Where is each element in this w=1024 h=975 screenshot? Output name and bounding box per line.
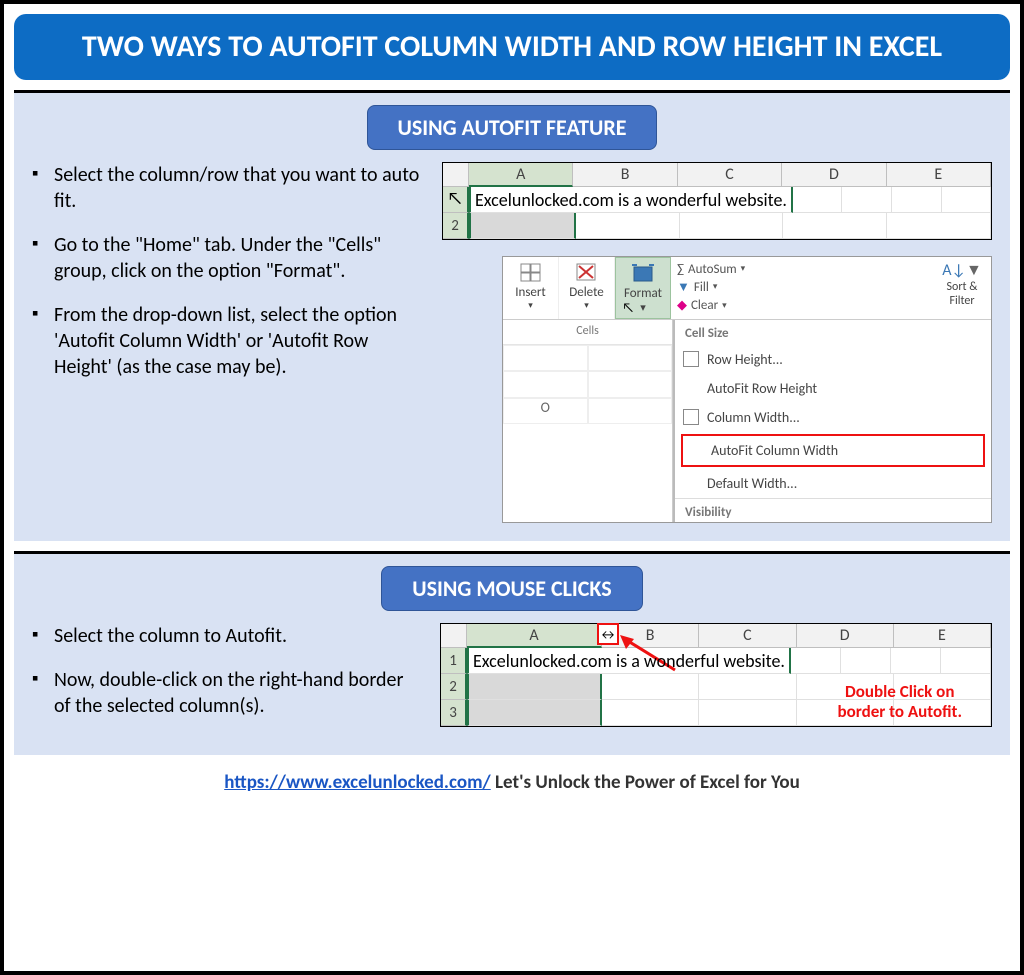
menu-default-width: Default Width... xyxy=(675,469,991,498)
menu-col-width: Column Width... xyxy=(675,403,991,432)
resize-cursor-icon: ↔ xyxy=(597,623,619,645)
sort-filter-button: A↓▼ Sort & Filter xyxy=(933,257,991,320)
footer-tagline: Let's Unlock the Power of Excel for You xyxy=(491,771,800,794)
col-header: A xyxy=(467,624,602,648)
col-header: A xyxy=(469,163,573,187)
row-header: 2 xyxy=(443,213,469,239)
bullet-item: Now, double-click on the right-hand bord… xyxy=(32,667,422,719)
col-header: D xyxy=(782,163,886,187)
col-header: C xyxy=(699,624,796,648)
section-autofit-feature: USING AUTOFIT FEATURE Select the column/… xyxy=(14,90,1010,542)
bullet-item: From the drop-down list, select the opti… xyxy=(32,302,424,380)
col-header: C xyxy=(678,163,782,187)
footer: https://www.excelunlocked.com/ Let's Unl… xyxy=(14,755,1010,794)
col-header: E xyxy=(887,163,991,187)
col-header: D xyxy=(797,624,894,648)
col-header: E xyxy=(894,624,991,648)
callout-text: Double Click on border to Autofit. xyxy=(837,682,962,721)
bullet-item: Go to the "Home" tab. Under the "Cells" … xyxy=(32,232,424,284)
col-header: B xyxy=(573,163,677,187)
menu-row-height: Row Height... xyxy=(675,345,991,374)
format-dropdown: Cell Size Row Height... AutoFit Row Heig… xyxy=(673,320,991,522)
insert-button: Insert▾ xyxy=(503,257,559,320)
section1-header: USING AUTOFIT FEATURE xyxy=(367,105,658,150)
format-button: Format ▾↖ xyxy=(615,257,671,320)
cell-text: Excelunlocked.com is a wonderful website… xyxy=(473,650,785,672)
cursor-icon: ↖ xyxy=(622,299,634,316)
cell-text: Excelunlocked.com is a wonderful website… xyxy=(475,189,787,211)
menu-autofit-col: AutoFit Column Width xyxy=(681,434,985,467)
title-banner: TWO WAYS TO AUTOFIT COLUMN WIDTH AND ROW… xyxy=(14,14,1010,80)
dropdown-visibility-header: Visibility xyxy=(675,498,991,522)
bullet-item: Select the column/row that you want to a… xyxy=(32,162,424,214)
section2-bullets: Select the column to Autofit. Now, doubl… xyxy=(32,623,422,737)
delete-button: Delete▾ xyxy=(559,257,615,320)
footer-link[interactable]: https://www.excelunlocked.com/ xyxy=(224,771,491,794)
cells-group-label: Cells xyxy=(503,320,672,344)
section2-header: USING MOUSE CLICKS xyxy=(381,566,642,611)
row-header: 3 xyxy=(441,700,467,726)
menu-autofit-row: AutoFit Row Height xyxy=(675,374,991,403)
row-header: 1 xyxy=(441,648,467,674)
excel-ribbon-preview: Insert▾ Delete▾ Format ▾↖ ∑AutoSum▾ ▼Fil… xyxy=(502,256,992,524)
bullet-item: Select the column to Autofit. xyxy=(32,623,422,649)
dropdown-header: Cell Size xyxy=(675,320,991,345)
cursor-icon: ↖ xyxy=(447,187,463,209)
row-header: 2 xyxy=(441,674,467,700)
section-mouse-clicks: USING MOUSE CLICKS Select the column to … xyxy=(14,551,1010,755)
excel-sheet-preview-1: A B C D E Excelunlocked.com is a wonderf… xyxy=(442,162,992,240)
section1-bullets: Select the column/row that you want to a… xyxy=(32,162,424,524)
